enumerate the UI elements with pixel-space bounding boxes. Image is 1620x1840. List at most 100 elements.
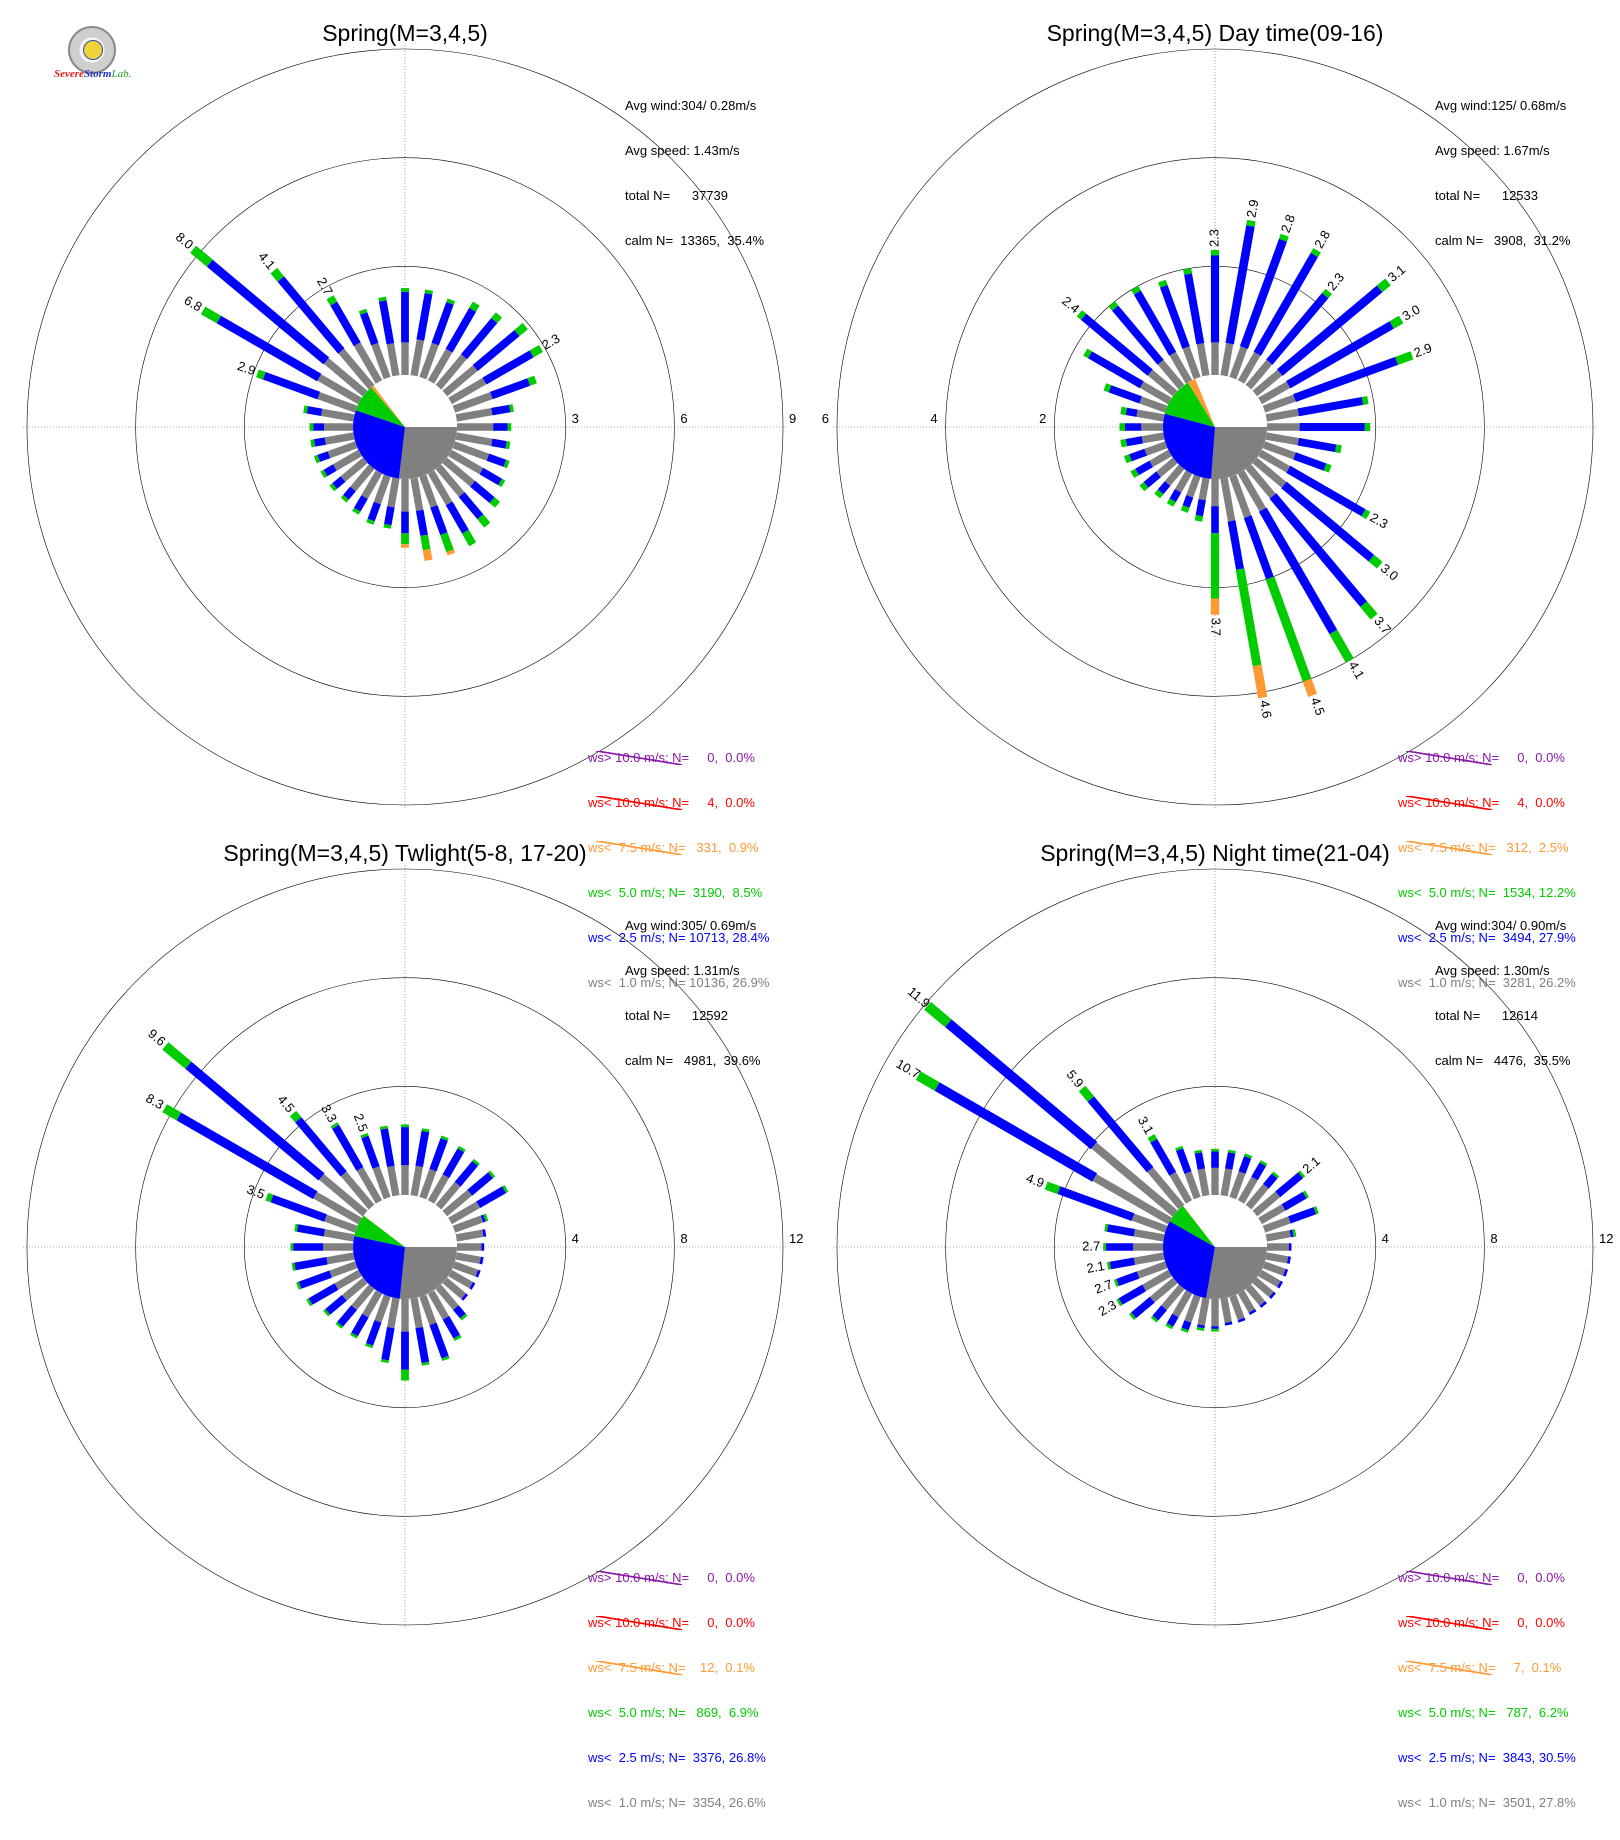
wind-bar-segment bbox=[1244, 1153, 1253, 1159]
wind-bar-segment bbox=[1044, 1181, 1061, 1195]
wind-bar-segment bbox=[1175, 1145, 1184, 1151]
wind-bar-segment bbox=[1112, 305, 1164, 365]
bar-value-label: 2.3 bbox=[539, 331, 562, 353]
wind-bar-segment bbox=[1131, 1296, 1155, 1319]
bar-value-label: 2.4 bbox=[1059, 293, 1082, 316]
wind-bar-segment bbox=[298, 1270, 332, 1289]
wind-bar-segment bbox=[514, 322, 528, 337]
wind-bar-segment bbox=[435, 1181, 461, 1210]
wind-rose-chart: 4 8 122.12.32.72.12.74.910.711.95.93.1 bbox=[833, 865, 1613, 1629]
wind-bar-segment bbox=[442, 1189, 473, 1217]
wind-rose-chart: 4 8 12 3.5 8.3 9.6 4.5 3.3 2.5 bbox=[23, 865, 803, 1629]
wind-bar-segment bbox=[442, 365, 478, 397]
wind-bar-segment bbox=[1108, 385, 1142, 404]
wind-bar-segment bbox=[1286, 321, 1394, 389]
wind-bar-segment bbox=[1227, 520, 1244, 570]
legend-lt10: ws< 10.0 m/s; N= 0, 0.0% bbox=[1398, 1615, 1576, 1630]
wind-bar-segment bbox=[502, 1185, 509, 1194]
legend-gt10: ws> 10.0 m/s; N= 0, 0.0% bbox=[1398, 750, 1576, 765]
wind-bar-segment bbox=[1265, 576, 1312, 682]
wind-bar-segment bbox=[256, 369, 266, 380]
wind-bar-segment bbox=[1118, 1284, 1146, 1305]
wind-bar-segment bbox=[361, 1135, 380, 1169]
wind-bar-segment bbox=[1251, 1162, 1266, 1181]
wind-bar-segment bbox=[1139, 482, 1149, 492]
wind-bar-segment bbox=[427, 1174, 450, 1204]
wind-bar-segment bbox=[529, 345, 543, 358]
wind-bar-segment bbox=[387, 1165, 400, 1197]
wind-bar-segment bbox=[327, 441, 358, 459]
wind-bar-segment bbox=[365, 1343, 374, 1349]
wind-bar-segment bbox=[262, 372, 321, 400]
wind-bar-segment bbox=[1157, 359, 1185, 390]
wind-bar-segment bbox=[333, 449, 362, 471]
wind-bar-segment bbox=[1157, 481, 1171, 495]
wind-bar-segment bbox=[1196, 1327, 1205, 1331]
wind-bar-segment bbox=[475, 1269, 481, 1278]
wind-bar-segment bbox=[1211, 1299, 1219, 1327]
wind-bar-segment bbox=[1076, 310, 1087, 320]
wind-bar-segment bbox=[1144, 441, 1168, 456]
wind-bar-segment bbox=[503, 459, 510, 469]
wind-bar-segment bbox=[1116, 1298, 1123, 1307]
wind-bar-segment bbox=[1210, 255, 1220, 343]
bar-value-label: 2.1 bbox=[1299, 1153, 1322, 1176]
pie-slice bbox=[1211, 427, 1267, 480]
wind-bar-segment bbox=[340, 457, 368, 482]
center-pie bbox=[1163, 1194, 1267, 1299]
wind-bar-segment bbox=[924, 1001, 952, 1028]
wind-bar-segment bbox=[290, 1243, 294, 1251]
wind-bar-segment bbox=[374, 1294, 391, 1323]
wind-bar-segment bbox=[1197, 1168, 1210, 1197]
legend-lt10: ws< 10.0 m/s; N= 0, 0.0% bbox=[588, 1615, 766, 1630]
stats-box: Avg wind:304/ 0.90m/s Avg speed: 1.30m/s… bbox=[1435, 888, 1571, 1098]
wind-bar-segment bbox=[491, 438, 507, 449]
pie-slice bbox=[353, 410, 405, 479]
chart-title: Spring(M=3,4,5) Night time(21-04) bbox=[1040, 840, 1390, 866]
wind-bar-segment bbox=[481, 1243, 485, 1251]
pie-slice bbox=[1162, 413, 1215, 479]
wind-bar-segment bbox=[380, 1128, 395, 1167]
wind-bar-segment bbox=[1267, 1243, 1289, 1251]
wind-bar-segment bbox=[1196, 343, 1210, 377]
wind-bar-segment bbox=[482, 350, 534, 385]
wind-bar-segment bbox=[317, 392, 358, 413]
center-pie bbox=[353, 1194, 457, 1299]
wind-bar-segment bbox=[401, 1369, 409, 1381]
legend-gt10: ws> 10.0 m/s; N= 0, 0.0% bbox=[588, 1570, 766, 1585]
avg-speed: Avg speed: 1.43m/s bbox=[625, 143, 740, 158]
wind-bar-segment bbox=[1197, 1324, 1205, 1329]
legend-lt10: ws< 10.0 m/s; N= 4, 0.0% bbox=[1398, 795, 1576, 810]
wind-bar-segment bbox=[509, 404, 514, 413]
chart-title: Spring(M=3,4,5) Day time(09-16) bbox=[1046, 20, 1384, 46]
wind-bar-segment bbox=[1376, 278, 1391, 293]
wind-bar-segment bbox=[505, 441, 511, 450]
wind-bar-segment bbox=[457, 423, 494, 431]
wind-bar-segment bbox=[488, 1170, 496, 1179]
wind-bar-segment bbox=[1194, 515, 1204, 522]
wind-bar-segment bbox=[1258, 1204, 1286, 1225]
legend-gt10: ws> 10.0 m/s; N= 0, 0.0% bbox=[1398, 1570, 1576, 1585]
ring-tick-label: 8 bbox=[680, 1231, 687, 1246]
university-seal-icon bbox=[68, 26, 116, 74]
wind-bar-segment bbox=[1147, 369, 1178, 397]
wind-bar-segment bbox=[1211, 1328, 1219, 1332]
wind-bar-segment bbox=[455, 1229, 484, 1242]
wind-bar-segment bbox=[386, 343, 400, 377]
wind-bar-segment bbox=[1297, 397, 1364, 417]
wind-bar-segment bbox=[1278, 233, 1289, 242]
wind-bar-segment bbox=[441, 1355, 450, 1361]
wind-bar-segment bbox=[324, 1214, 358, 1233]
wind-bar-segment bbox=[294, 1223, 299, 1232]
legend-lt75: ws< 7.5 m/s; N= 331, 0.9% bbox=[588, 840, 769, 855]
wind-bar-segment bbox=[295, 1117, 347, 1177]
center-pie bbox=[1162, 375, 1267, 480]
wind-bar-segment bbox=[373, 474, 391, 505]
wind-bar-segment bbox=[321, 408, 355, 422]
wind-bar-segment bbox=[1245, 1284, 1266, 1306]
wind-bar-segment bbox=[430, 505, 448, 535]
wind-bar-segment bbox=[326, 1252, 355, 1265]
bar-value-label: 3.1 bbox=[1385, 262, 1408, 285]
wind-bar-segment bbox=[1139, 381, 1172, 405]
wind-bar-segment bbox=[401, 544, 409, 548]
